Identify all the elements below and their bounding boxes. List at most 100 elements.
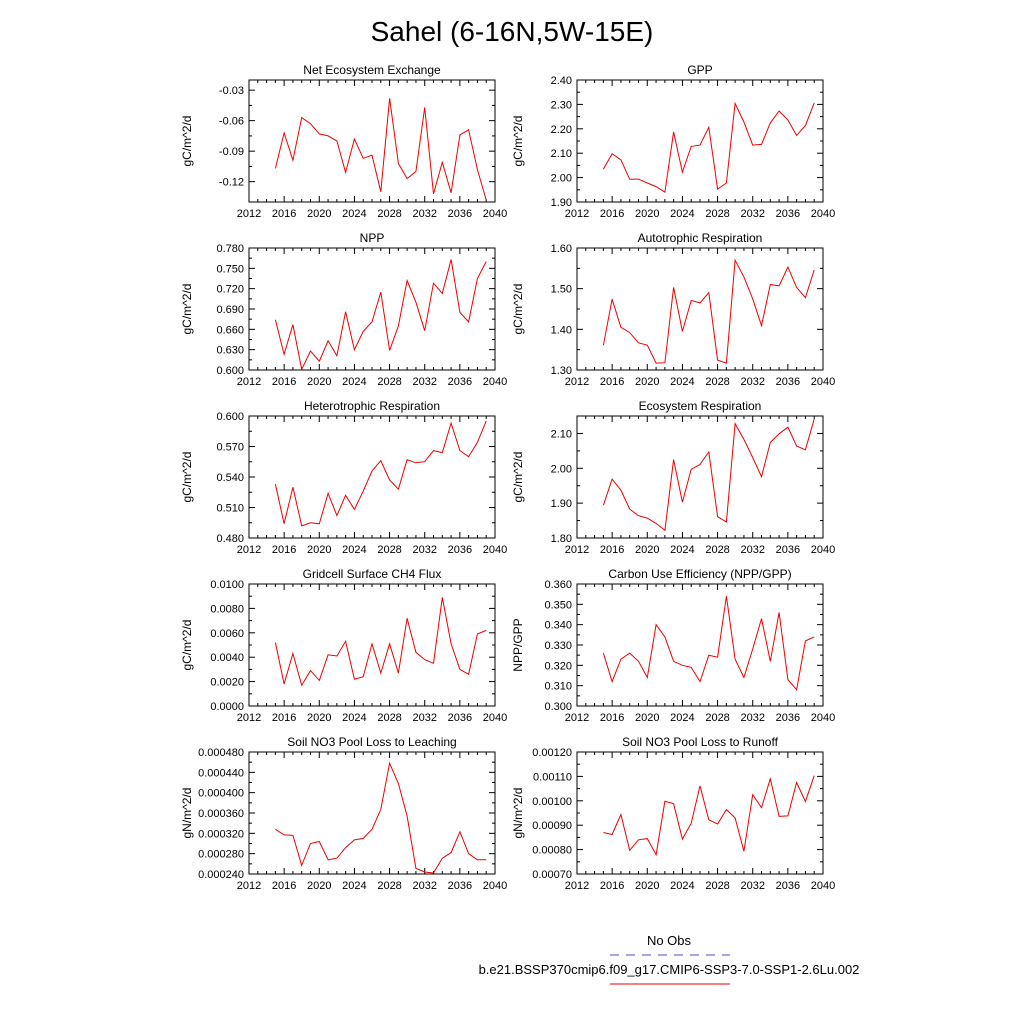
chart-npp-xtick-label: 2024 — [342, 376, 366, 388]
chart-gridcell-surface-ch4-flux-xtick-label: 2036 — [448, 712, 472, 724]
chart-autotrophic-respiration-title: Autotrophic Respiration — [638, 231, 763, 245]
chart-npp-ylabel: gC/m^2/d — [180, 284, 194, 335]
chart-soil-no3-pool-loss-to-runoff-series-line — [603, 775, 815, 857]
chart-net-ecosystem-exchange-xtick-label: 2040 — [483, 208, 507, 220]
chart-soil-no3-pool-loss-to-leaching-ytick-label: 0.000440 — [198, 767, 244, 779]
chart-gridcell-surface-ch4-flux: Gridcell Surface CH4 Flux 2012 2016 2020 202… — [180, 567, 507, 724]
chart-autotrophic-respiration-ylabel: gC/m^2/d — [511, 284, 525, 335]
panels: Net Ecosystem Exchange 2012 2016 2020 2024 20… — [180, 63, 835, 892]
chart-heterotrophic-respiration-ylabel: gC/m^2/d — [180, 452, 194, 503]
figure-title: Sahel (6-16N,5W-15E) — [371, 16, 654, 47]
chart-npp-xtick-label: 2016 — [272, 376, 296, 388]
chart-carbon-use-efficiency-npp-gpp-ytick-label: 0.320 — [544, 660, 572, 672]
legend-label-case: b.e21.BSSP370cmip6.f09_g17.CMIP6-SSP3-7.… — [479, 962, 860, 977]
legend: No Obs b.e21.BSSP370cmip6.f09_g17.CMIP6-… — [479, 933, 860, 985]
chart-soil-no3-pool-loss-to-leaching-xtick-label: 2032 — [412, 880, 436, 892]
chart-npp-xtick-label: 2036 — [448, 376, 472, 388]
chart-net-ecosystem-exchange-title: Net Ecosystem Exchange — [303, 63, 441, 77]
chart-gridcell-surface-ch4-flux-xtick-label: 2012 — [237, 712, 261, 724]
chart-gridcell-surface-ch4-flux-ytick-label: 0.0100 — [210, 579, 244, 591]
chart-soil-no3-pool-loss-to-runoff-ytick-label: 0.00120 — [532, 747, 572, 759]
chart-carbon-use-efficiency-npp-gpp-ytick-label: 0.340 — [544, 620, 572, 632]
chart-soil-no3-pool-loss-to-leaching-ytick-label: 0.000240 — [198, 869, 244, 881]
chart-gpp-ytick-label: 2.30 — [551, 99, 572, 111]
chart-heterotrophic-respiration-xtick-label: 2012 — [237, 544, 261, 556]
chart-soil-no3-pool-loss-to-leaching-xtick-label: 2012 — [237, 880, 261, 892]
chart-npp-frame — [248, 247, 496, 371]
chart-net-ecosystem-exchange-ytick-label: -0.06 — [219, 116, 244, 128]
chart-heterotrophic-respiration-xtick-label: 2036 — [448, 544, 472, 556]
chart-net-ecosystem-exchange-xtick-label: 2024 — [342, 208, 366, 220]
chart-soil-no3-pool-loss-to-runoff-title: Soil NO3 Pool Loss to Runoff — [622, 735, 779, 749]
chart-net-ecosystem-exchange-ylabel: gC/m^2/d — [180, 116, 194, 167]
chart-soil-no3-pool-loss-to-runoff-xtick-label: 2016 — [600, 880, 624, 892]
chart-autotrophic-respiration-ytick-label: 1.40 — [551, 324, 572, 336]
chart-heterotrophic-respiration-ytick-label: 0.510 — [216, 503, 244, 515]
chart-net-ecosystem-exchange-xtick-label: 2016 — [272, 208, 296, 220]
chart-soil-no3-pool-loss-to-leaching-ytick-label: 0.000400 — [198, 788, 244, 800]
chart-ecosystem-respiration-xtick-label: 2032 — [740, 544, 764, 556]
chart-gridcell-surface-ch4-flux-ytick-label: 0.0080 — [210, 603, 244, 615]
chart-carbon-use-efficiency-npp-gpp-ytick-label: 0.350 — [544, 599, 572, 611]
chart-soil-no3-pool-loss-to-leaching: Soil NO3 Pool Loss to Leaching 2012 2016 20… — [180, 735, 507, 892]
chart-gridcell-surface-ch4-flux-ytick-label: 0.0040 — [210, 652, 244, 664]
chart-autotrophic-respiration-xtick-label: 2028 — [705, 376, 729, 388]
chart-ecosystem-respiration-xtick-label: 2024 — [670, 544, 694, 556]
chart-autotrophic-respiration-xtick-label: 2012 — [565, 376, 589, 388]
chart-carbon-use-efficiency-npp-gpp-ytick-label: 0.330 — [544, 640, 572, 652]
chart-net-ecosystem-exchange-xtick-label: 2020 — [307, 208, 331, 220]
chart-soil-no3-pool-loss-to-leaching-xtick-label: 2024 — [342, 880, 366, 892]
chart-net-ecosystem-exchange: Net Ecosystem Exchange 2012 2016 2020 2024 20… — [180, 63, 507, 220]
chart-carbon-use-efficiency-npp-gpp-xtick-label: 2036 — [776, 712, 800, 724]
chart-gpp-xtick-label: 2040 — [811, 208, 835, 220]
chart-net-ecosystem-exchange-series-line — [274, 98, 487, 201]
chart-npp-ytick-label: 0.690 — [216, 304, 244, 316]
chart-carbon-use-efficiency-npp-gpp-xtick-label: 2040 — [811, 712, 835, 724]
chart-carbon-use-efficiency-npp-gpp-xtick-label: 2032 — [740, 712, 764, 724]
chart-heterotrophic-respiration-ytick-label: 0.540 — [216, 472, 244, 484]
chart-gpp-ytick-label: 2.00 — [551, 173, 572, 185]
chart-carbon-use-efficiency-npp-gpp-title: Carbon Use Efficiency (NPP/GPP) — [608, 567, 791, 581]
chart-soil-no3-pool-loss-to-leaching-ytick-label: 0.000480 — [198, 747, 244, 759]
chart-npp-xtick-label: 2020 — [307, 376, 331, 388]
chart-gridcell-surface-ch4-flux-series-line — [274, 597, 487, 687]
chart-autotrophic-respiration-xtick-label: 2024 — [670, 376, 694, 388]
chart-gpp-frame — [576, 79, 824, 203]
chart-ecosystem-respiration-series-line — [602, 418, 815, 532]
chart-ecosystem-respiration-xtick-label: 2020 — [635, 544, 659, 556]
chart-heterotrophic-respiration-frame — [248, 415, 496, 539]
chart-soil-no3-pool-loss-to-runoff-xtick-label: 2024 — [670, 880, 694, 892]
chart-gpp-title: GPP — [687, 63, 712, 77]
chart-soil-no3-pool-loss-to-runoff-frame — [576, 751, 824, 875]
chart-ecosystem-respiration-ytick-label: 1.80 — [551, 533, 572, 545]
chart-soil-no3-pool-loss-to-leaching-title: Soil NO3 Pool Loss to Leaching — [287, 735, 456, 749]
chart-heterotrophic-respiration-title: Heterotrophic Respiration — [304, 399, 440, 413]
chart-soil-no3-pool-loss-to-runoff-ytick-label: 0.00070 — [532, 869, 572, 881]
chart-carbon-use-efficiency-npp-gpp-xtick-label: 2020 — [635, 712, 659, 724]
chart-heterotrophic-respiration-xtick-label: 2016 — [272, 544, 296, 556]
chart-npp-xtick-label: 2028 — [377, 376, 401, 388]
chart-soil-no3-pool-loss-to-leaching-xtick-label: 2036 — [448, 880, 472, 892]
chart-ecosystem-respiration-xtick-label: 2016 — [600, 544, 624, 556]
chart-autotrophic-respiration-series-line — [602, 258, 815, 364]
chart-autotrophic-respiration-ytick-label: 1.50 — [551, 284, 572, 296]
chart-gpp-xtick-label: 2016 — [600, 208, 624, 220]
chart-gpp-xtick-label: 2024 — [670, 208, 694, 220]
chart-soil-no3-pool-loss-to-leaching-ytick-label: 0.000280 — [198, 849, 244, 861]
chart-soil-no3-pool-loss-to-runoff-xtick-label: 2020 — [635, 880, 659, 892]
chart-soil-no3-pool-loss-to-runoff-ytick-label: 0.00100 — [532, 796, 572, 808]
chart-ecosystem-respiration-ytick-label: 2.10 — [551, 428, 572, 440]
chart-gridcell-surface-ch4-flux-ytick-label: 0.0000 — [210, 701, 244, 713]
chart-npp-ytick-label: 0.600 — [216, 365, 244, 377]
chart-soil-no3-pool-loss-to-runoff-xtick-label: 2012 — [565, 880, 589, 892]
chart-gpp-xtick-label: 2012 — [565, 208, 589, 220]
chart-ecosystem-respiration-ylabel: gC/m^2/d — [511, 452, 525, 503]
chart-carbon-use-efficiency-npp-gpp-ylabel: NPP/GPP — [511, 618, 525, 671]
chart-ecosystem-respiration: Ecosystem Respiration 2012 2016 2020 2024 202… — [511, 399, 835, 556]
chart-gridcell-surface-ch4-flux-title: Gridcell Surface CH4 Flux — [303, 567, 442, 581]
chart-npp-ytick-label: 0.780 — [216, 243, 244, 255]
chart-ecosystem-respiration-xtick-label: 2012 — [565, 544, 589, 556]
chart-soil-no3-pool-loss-to-leaching-xtick-label: 2040 — [483, 880, 507, 892]
